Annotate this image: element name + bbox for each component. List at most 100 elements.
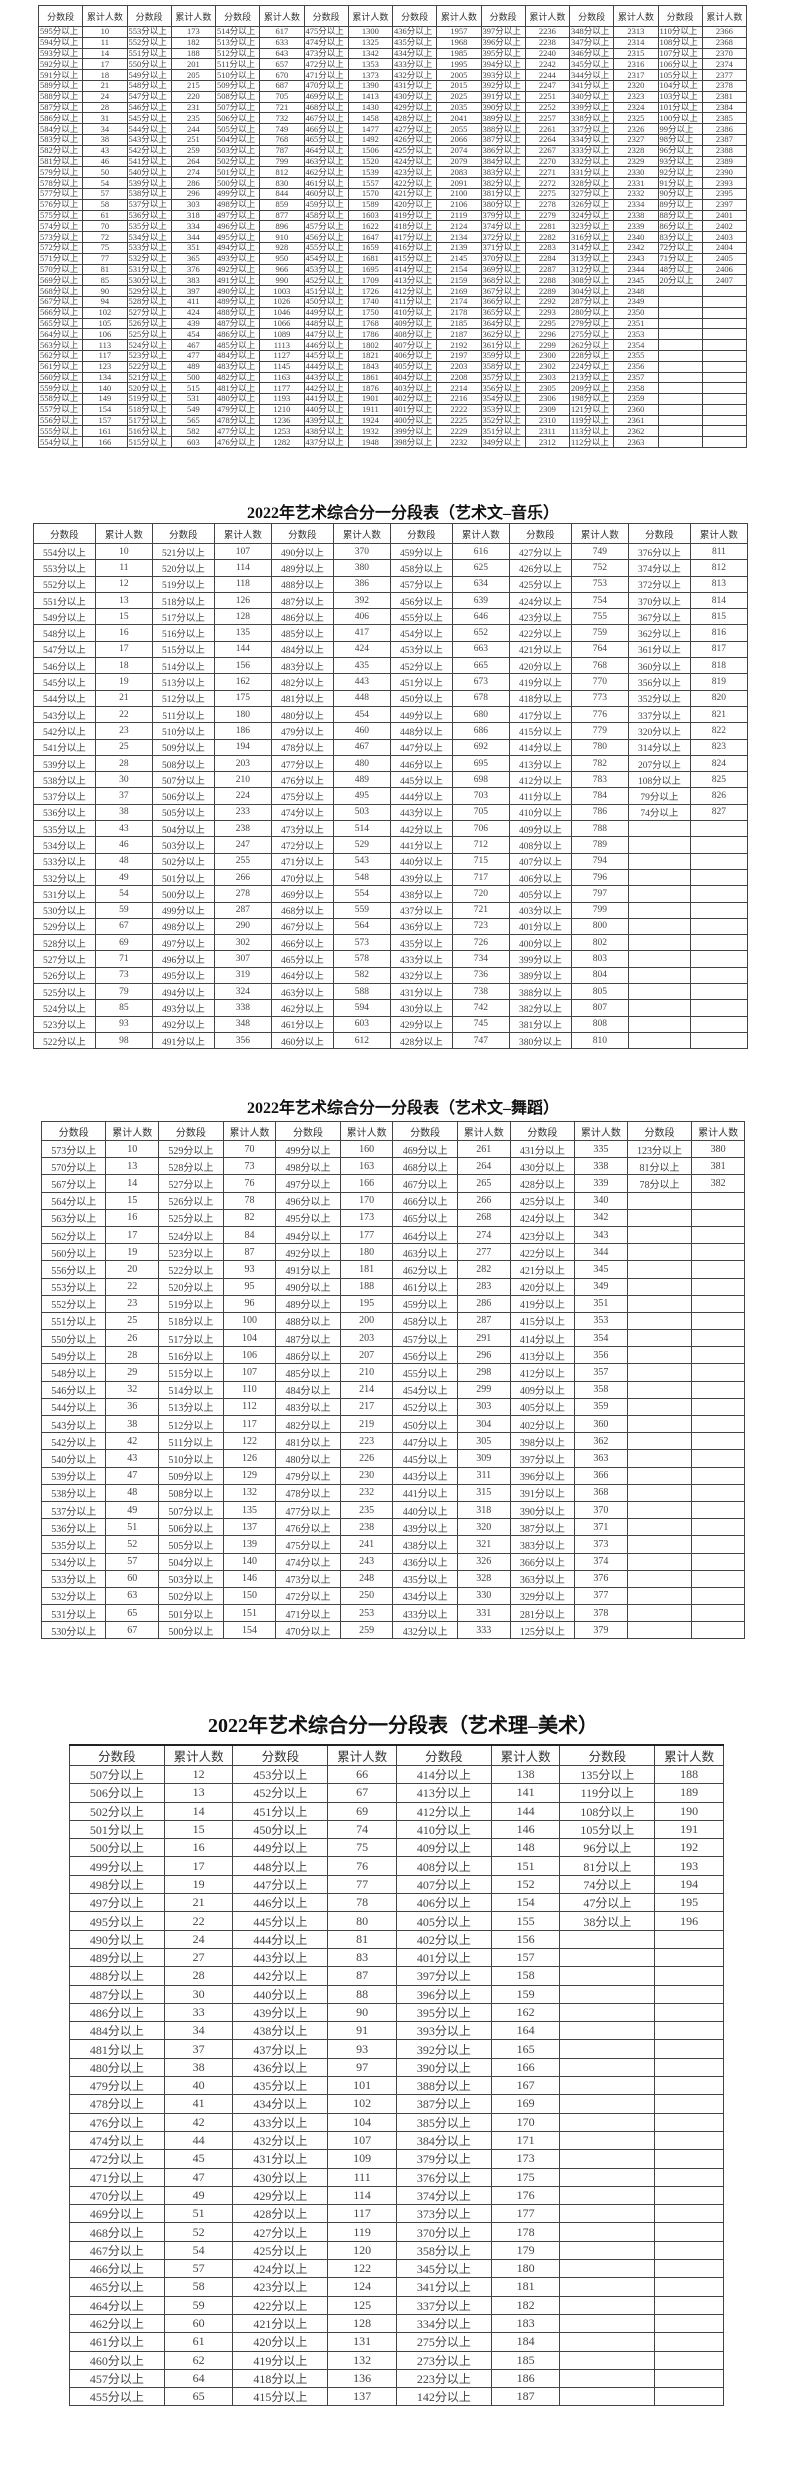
- cumulative-count-cell: 773: [570, 689, 629, 707]
- cumulative-count-cell: 2216: [436, 393, 482, 405]
- score-range-cell: 520分以上: [151, 559, 215, 577]
- score-range-cell: 341分以上: [395, 2277, 492, 2297]
- cumulative-count-cell: 2278: [524, 198, 571, 211]
- cumulative-count-cell: 1390: [347, 79, 394, 92]
- cumulative-count-cell: 424: [170, 306, 217, 319]
- cumulative-count-cell: 101: [327, 2076, 397, 2096]
- score-range-cell: 398分以上: [391, 436, 438, 449]
- score-range-cell: 471分以上: [275, 1604, 341, 1623]
- cumulative-count-cell: 42: [105, 1432, 160, 1451]
- score-range-cell: 542分以上: [33, 722, 96, 740]
- table-row: 570分以上 13 528分以上 73 498分以上 163 468分以上 264 430分以上…: [40, 1157, 745, 1176]
- score-range-cell: 389分以上: [480, 112, 526, 125]
- score-range-cell: 484分以上: [275, 1380, 341, 1399]
- score-range-cell: 434分以上: [232, 2094, 329, 2114]
- score-range-cell: 426分以上: [391, 133, 438, 146]
- score-range-cell: 104分以上: [657, 79, 703, 92]
- score-range-cell: 492分以上: [275, 1243, 341, 1262]
- score-range-cell: 503分以上: [158, 1569, 224, 1588]
- table-row: 531分以上 65 501分以上 151 471分以上 253 433分以上 331 281分以…: [40, 1604, 745, 1623]
- score-range-cell: 390分以上: [480, 101, 526, 114]
- cumulative-count-cell: 749: [570, 542, 629, 561]
- table-row: 522分以上 98 491分以上 356 460分以上 612 428分以上 747 380分以…: [33, 1031, 749, 1050]
- cumulative-count-cell: 266: [456, 1191, 511, 1210]
- cumulative-count-cell: 356: [213, 1031, 272, 1050]
- score-range-cell: 424分以上: [508, 591, 572, 610]
- cumulative-count-cell: 1821: [347, 349, 394, 362]
- cumulative-count-cell: 2300: [524, 349, 571, 362]
- table-row: 594分以上 11 552分以上 182 513分以上 633 474分以上 1325 435分…: [37, 36, 748, 49]
- cumulative-count-cell: 370: [332, 542, 391, 561]
- score-range-cell: 478分以上: [69, 2094, 165, 2114]
- score-range-cell: [626, 1363, 693, 1382]
- score-range-cell: [626, 1449, 693, 1468]
- cumulative-count-cell: [689, 966, 749, 985]
- cumulative-count-cell: 823: [689, 738, 749, 756]
- cumulative-count-cell: 13: [94, 591, 153, 610]
- score-range-cell: 363分以上: [509, 1569, 576, 1588]
- score-range-cell: 382分以上: [508, 999, 572, 1017]
- score-range-cell: 518分以上: [158, 1311, 224, 1331]
- score-range-cell: 553分以上: [33, 559, 96, 577]
- score-range-cell: 427分以上: [508, 542, 572, 561]
- cumulative-count-cell: 74: [327, 1819, 397, 1840]
- cumulative-count-cell: 2340: [613, 231, 659, 243]
- score-range-cell: 398分以上: [509, 1432, 576, 1451]
- cumulative-count-cell: 411: [170, 295, 217, 308]
- cumulative-count-cell: 22: [105, 1277, 160, 1296]
- score-range-cell: [657, 349, 703, 362]
- score-range-cell: 546分以上: [40, 1380, 107, 1399]
- cumulative-count-cell: 63: [105, 1586, 160, 1606]
- cumulative-count-cell: 2289: [524, 285, 571, 297]
- score-range-cell: 549分以上: [126, 69, 172, 81]
- score-range-cell: 357分以上: [480, 371, 526, 384]
- cumulative-count-cell: 824: [689, 754, 749, 773]
- score-range-cell: 455分以上: [69, 2387, 165, 2407]
- cumulative-count-cell: 69: [94, 934, 153, 952]
- score-range-cell: 498分以上: [214, 198, 261, 211]
- score-range-cell: 493分以上: [214, 252, 261, 265]
- score-range-cell: 437分以上: [389, 901, 453, 919]
- cumulative-count-cell: 2214: [436, 382, 482, 395]
- cumulative-count-cell: 1210: [259, 403, 305, 416]
- table-title-music: 2022年艺术综合分一分段表（艺术文–音乐）: [246, 505, 559, 522]
- cumulative-count-cell: 2329: [613, 155, 659, 168]
- score-range-cell: 392分以上: [480, 79, 526, 92]
- score-range-cell: 544分以上: [126, 123, 172, 135]
- score-range-cell: 531分以上: [126, 263, 172, 276]
- cumulative-count-cell: 342: [574, 1208, 628, 1227]
- score-range-cell: 462分以上: [69, 2313, 165, 2334]
- table-row: 573分以上 10 529分以上 70 499分以上 160 469分以上 261 431分以上…: [40, 1139, 745, 1159]
- cumulative-count-cell: 549: [170, 403, 217, 416]
- score-range-cell: 428分以上: [509, 1174, 576, 1193]
- score-range-cell: 501分以上: [158, 1604, 224, 1623]
- score-range-cell: 410分以上: [395, 1819, 492, 1840]
- cumulative-count-cell: [691, 1243, 745, 1262]
- score-range-cell: 495分以上: [275, 1208, 341, 1227]
- score-range-cell: 586分以上: [37, 112, 84, 125]
- cumulative-count-cell: 54: [94, 885, 153, 903]
- cumulative-count-cell: 764: [570, 640, 629, 659]
- score-range-cell: [627, 885, 691, 903]
- score-range-cell: 467分以上: [270, 917, 334, 936]
- score-range-cell: 403分以上: [508, 901, 572, 919]
- table-row: 582分以上 43 542分以上 259 503分以上 787 464分以上 1506 425分…: [37, 144, 748, 157]
- cumulative-count-cell: 28: [163, 1966, 234, 1986]
- score-range-cell: [626, 1500, 693, 1520]
- score-range-cell: 470分以上: [275, 1621, 341, 1640]
- score-range-cell: [559, 2387, 656, 2407]
- cumulative-count-cell: 789: [570, 836, 629, 854]
- column-header-cumulative-count: 累计人数: [105, 1121, 160, 1141]
- score-range-cell: 582分以上: [37, 144, 84, 157]
- cumulative-count-cell: 1127: [259, 349, 305, 362]
- score-range-cell: 553分以上: [40, 1277, 107, 1296]
- cumulative-count-cell: 2357: [613, 371, 659, 384]
- score-range-cell: 522分以上: [158, 1260, 224, 1279]
- score-range-cell: 374分以上: [627, 559, 691, 577]
- score-range-cell: 420分以上: [508, 657, 572, 675]
- score-range-cell: 479分以上: [69, 2076, 165, 2096]
- header-row: 分数段 累计人数 分数段 累计人数 分数段 累计人数 分数段 累计人数 分数段 累计人数 分数段 累计…: [37, 5, 748, 27]
- cumulative-count-cell: 194: [213, 738, 272, 756]
- score-range-cell: 428分以上: [391, 112, 438, 125]
- score-range-cell: 347分以上: [568, 36, 615, 49]
